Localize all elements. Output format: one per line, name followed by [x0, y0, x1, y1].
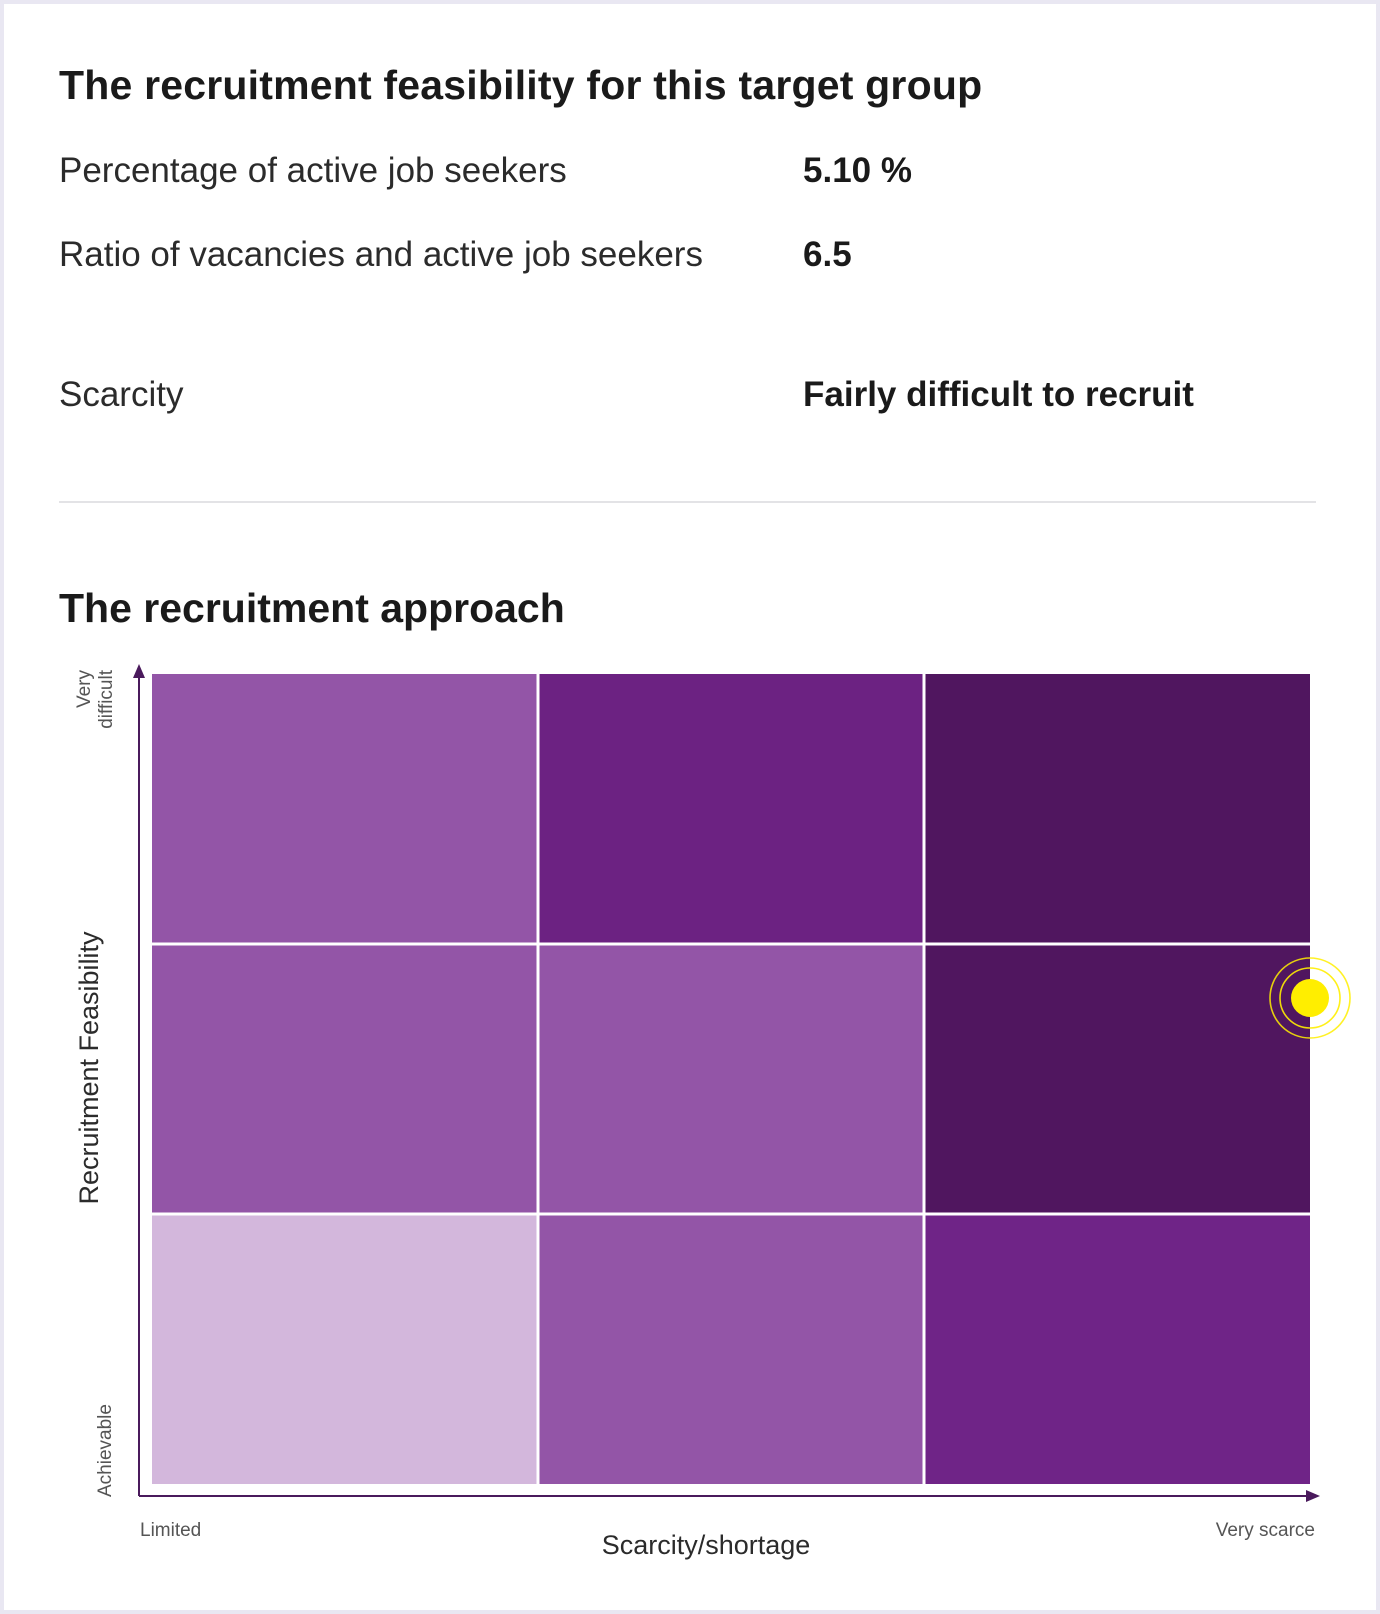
heatmap-cell [152, 674, 537, 943]
feasibility-title: The recruitment feasibility for this tar… [59, 62, 983, 108]
approach-title: The recruitment approach [59, 585, 565, 631]
active-job-seekers-value: 5.10 % [803, 151, 912, 190]
scarcity-label: Scarcity [59, 375, 184, 414]
heatmap-cell [152, 945, 537, 1213]
heatmap-cell [925, 945, 1310, 1213]
y-tick-start: Achievable [95, 1404, 116, 1497]
marker-dot [1291, 979, 1329, 1017]
heatmap-cell [539, 674, 923, 943]
y-axis-title: Recruitment Feasibility [74, 931, 104, 1205]
marker-ring-inner [1279, 967, 1341, 1029]
y-tick-end: Verydifficult [74, 669, 117, 729]
y-axis-arrow [133, 664, 145, 678]
x-tick-start: Limited [140, 1520, 201, 1541]
heatmap-cell [539, 945, 923, 1213]
section-divider [59, 501, 1316, 503]
heatmap-cell [152, 1215, 537, 1484]
heatmap-cell [539, 1215, 923, 1484]
marker-ring-outer [1269, 957, 1351, 1039]
vacancy-ratio-value: 6.5 [803, 235, 852, 274]
scarcity-value: Fairly difficult to recruit [803, 375, 1194, 414]
heatmap-cell [925, 674, 1310, 943]
x-axis-title: Scarcity/shortage [602, 1530, 811, 1560]
heatmap-cell [925, 1215, 1310, 1484]
vacancy-ratio-label: Ratio of vacancies and active job seeker… [59, 235, 703, 274]
x-tick-end: Very scarce [1216, 1520, 1315, 1541]
x-axis-arrow [1306, 1490, 1320, 1502]
active-job-seekers-label: Percentage of active job seekers [59, 151, 567, 190]
